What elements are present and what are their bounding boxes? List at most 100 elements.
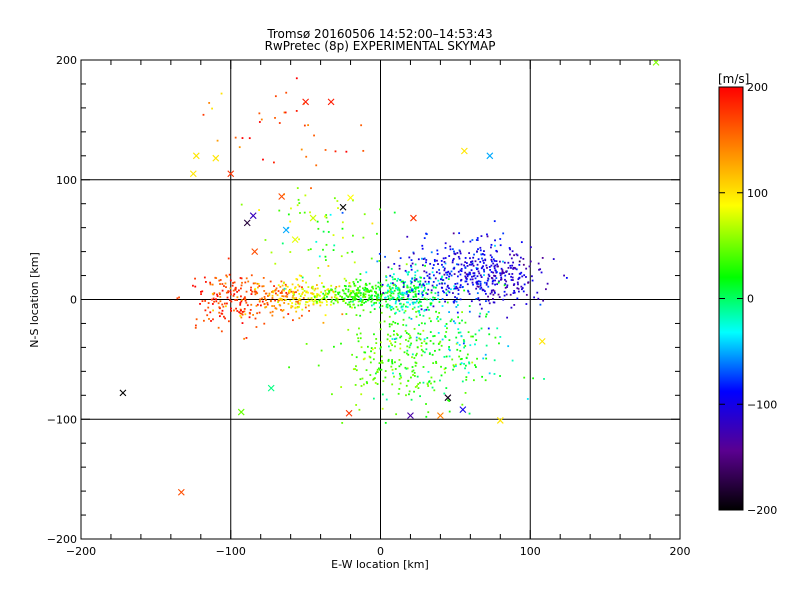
data-point <box>426 337 429 339</box>
data-point <box>392 333 395 336</box>
data-point <box>499 244 502 247</box>
data-point <box>301 279 304 282</box>
data-point <box>376 299 379 302</box>
data-point <box>456 348 459 351</box>
data-point <box>485 313 488 316</box>
data-point <box>470 300 473 303</box>
data-point <box>368 291 371 293</box>
data-point <box>458 344 461 346</box>
data-point <box>387 266 390 269</box>
data-point <box>385 305 388 308</box>
data-point <box>316 220 319 223</box>
data-point <box>409 286 412 289</box>
data-point <box>414 263 417 266</box>
data-point <box>403 311 406 314</box>
data-point <box>491 280 494 283</box>
data-point <box>432 296 434 299</box>
data-point <box>471 281 474 284</box>
data-point <box>434 349 436 352</box>
data-point <box>444 367 447 369</box>
data-point <box>391 344 394 347</box>
data-point <box>468 252 471 254</box>
data-point <box>450 274 453 277</box>
data-point <box>271 305 274 307</box>
data-point <box>432 286 435 288</box>
data-point <box>422 350 425 353</box>
data-point <box>441 286 444 289</box>
data-point <box>386 306 389 309</box>
data-point <box>401 305 404 308</box>
data-point <box>364 283 367 286</box>
x-marker <box>347 194 354 202</box>
data-point <box>439 278 442 281</box>
data-point <box>277 284 280 287</box>
x-tick-labels: −200 −100 0 100 200 <box>66 545 691 558</box>
data-point <box>369 356 372 359</box>
data-point <box>218 292 221 295</box>
data-point <box>277 301 279 304</box>
data-point <box>425 261 427 264</box>
data-point <box>387 297 390 300</box>
data-point <box>278 209 281 212</box>
data-point <box>203 276 206 279</box>
data-point <box>381 293 383 296</box>
data-point <box>390 292 393 295</box>
data-point <box>287 290 290 293</box>
data-point <box>485 344 488 347</box>
data-point <box>392 273 395 276</box>
data-point <box>315 300 318 303</box>
data-point <box>224 305 227 308</box>
data-point <box>376 232 378 235</box>
x-marker <box>327 98 335 106</box>
data-point <box>352 291 355 294</box>
data-point <box>270 251 273 254</box>
data-point <box>351 250 354 253</box>
data-point <box>448 255 451 257</box>
data-point <box>387 333 389 336</box>
data-point <box>377 281 380 284</box>
data-point <box>475 281 478 284</box>
data-point <box>413 306 416 309</box>
data-point <box>396 322 399 325</box>
x-marker <box>251 248 259 255</box>
data-point <box>241 299 243 302</box>
data-point <box>413 276 416 279</box>
data-point <box>461 286 464 289</box>
data-point <box>288 291 291 294</box>
data-point <box>398 289 401 292</box>
data-point <box>249 309 252 311</box>
data-point <box>512 292 515 294</box>
data-point <box>318 255 321 258</box>
data-point <box>359 314 362 317</box>
x-marker <box>652 60 660 66</box>
data-point <box>338 291 341 294</box>
data-point <box>258 112 261 115</box>
data-point <box>477 285 480 288</box>
data-point <box>470 269 473 272</box>
data-point <box>275 287 278 290</box>
data-point <box>465 278 468 280</box>
data-point <box>414 386 417 388</box>
data-point <box>307 124 310 127</box>
data-point <box>421 244 424 247</box>
data-point <box>353 306 356 309</box>
data-point <box>511 264 514 267</box>
data-point <box>437 291 440 294</box>
data-point <box>432 362 435 365</box>
x-marker <box>339 203 347 211</box>
data-point <box>243 310 246 313</box>
data-point <box>283 299 286 301</box>
data-point <box>363 294 365 297</box>
data-point <box>480 235 483 237</box>
data-point <box>260 118 263 121</box>
data-point <box>490 264 493 267</box>
data-point <box>410 298 413 301</box>
data-point <box>458 257 461 260</box>
data-point <box>178 296 181 299</box>
data-point <box>325 216 328 219</box>
data-point <box>354 294 357 297</box>
data-point <box>469 273 472 276</box>
data-point <box>308 310 311 312</box>
data-point <box>415 315 418 318</box>
